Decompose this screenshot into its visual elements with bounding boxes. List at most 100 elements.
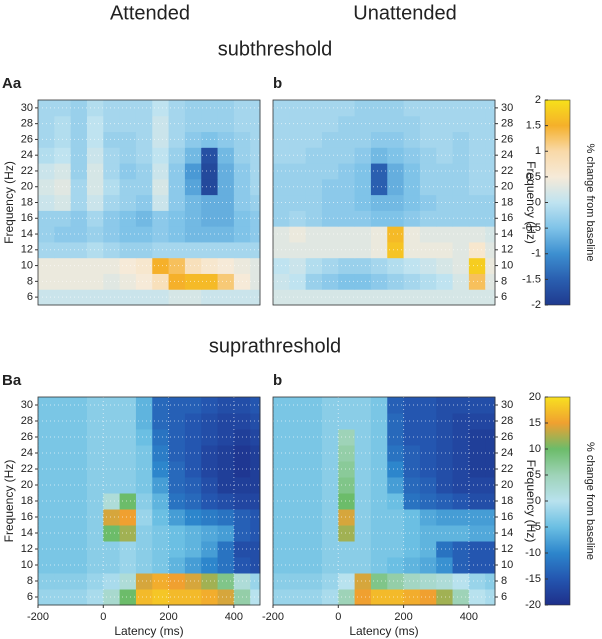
heatmap-cell	[217, 525, 235, 542]
heatmap-cell	[305, 115, 323, 133]
heatmap-cell	[168, 397, 186, 414]
colorbar-tick-label: -1.5	[522, 273, 541, 285]
heatmap-cell	[338, 147, 356, 164]
heatmap-cell	[370, 445, 388, 462]
heatmap-cell	[338, 241, 356, 259]
heatmap-cell	[70, 509, 88, 526]
y-axis-label: Frequency (Hz)	[524, 460, 538, 543]
heatmap-cell	[436, 509, 454, 526]
heatmap-cell	[305, 541, 323, 558]
heatmap-cell	[485, 413, 496, 430]
heatmap-cell	[184, 131, 202, 148]
heatmap-cell	[135, 461, 153, 478]
heatmap-cell	[217, 573, 235, 590]
heatmap-cell	[86, 445, 104, 462]
heatmap-cell	[403, 115, 421, 133]
heatmap-cell	[250, 178, 261, 196]
heatmap-cell	[305, 100, 323, 117]
heatmap-cell	[201, 461, 219, 478]
heatmap-cell	[387, 131, 405, 148]
heatmap-cell	[338, 226, 356, 243]
heatmap-cell	[387, 178, 405, 196]
heatmap-cell	[305, 241, 323, 259]
heatmap-cell	[135, 589, 153, 606]
heatmap-cell	[387, 147, 405, 164]
heatmap-cell	[168, 178, 186, 196]
heatmap-cell	[321, 509, 339, 526]
heatmap-cell	[103, 210, 121, 227]
heatmap-cell	[201, 210, 219, 227]
heatmap-cell	[168, 573, 186, 590]
heatmap-cell	[70, 541, 88, 558]
heatmap-cell	[370, 131, 388, 148]
heatmap-cell	[135, 163, 153, 180]
heatmap-cell	[217, 557, 235, 574]
heatmap-cell	[184, 445, 202, 462]
heatmap-cell	[86, 163, 104, 180]
heatmap-cell	[135, 194, 153, 211]
heatmap-cell	[184, 525, 202, 542]
heatmap-cell	[305, 210, 323, 227]
heatmap-cell	[217, 147, 235, 164]
heatmap-cell	[201, 226, 219, 243]
heatmap-cell	[370, 163, 388, 180]
heatmap-cell	[217, 541, 235, 558]
heatmap-cell	[250, 241, 261, 259]
plot-frame	[272, 99, 496, 306]
heatmap-cell	[103, 461, 121, 478]
heatmap-cell	[201, 115, 219, 133]
heatmap-cell	[354, 493, 372, 510]
colorbar-tick-label: 20	[529, 391, 541, 403]
y-tick-label: 10	[21, 259, 33, 271]
heatmap-cell	[86, 226, 104, 243]
heatmap-cell	[485, 397, 496, 414]
heatmap-cell	[485, 194, 496, 211]
heatmap-cell	[86, 289, 104, 306]
y-tick-label: 30	[501, 399, 513, 411]
plot-frame	[37, 396, 261, 606]
heatmap-cell	[86, 413, 104, 430]
heatmap-cell	[201, 445, 219, 462]
heatmap-cell	[370, 509, 388, 526]
y-tick-label: 24	[501, 149, 513, 161]
heatmap-cell	[103, 477, 121, 494]
heatmap-cell	[354, 557, 372, 574]
heatmap-cell	[387, 397, 405, 414]
heatmap-cell	[184, 241, 202, 259]
heatmap-cell	[152, 178, 170, 196]
heatmap-cell	[387, 509, 405, 526]
heatmap-cell	[201, 241, 219, 259]
heatmap-cell	[452, 445, 470, 462]
heatmap-cell	[452, 413, 470, 430]
heatmap-cell	[135, 525, 153, 542]
heatmap-cell	[321, 573, 339, 590]
heatmap-cell	[338, 541, 356, 558]
heatmap-cell	[419, 477, 437, 494]
heatmap-cell	[250, 210, 261, 227]
heatmap-cell	[370, 241, 388, 259]
heatmap-cell	[217, 509, 235, 526]
heatmap-cell	[86, 397, 104, 414]
heatmap-cell	[250, 429, 261, 446]
heatmap-cell	[250, 397, 261, 414]
heatmap-cell	[103, 289, 121, 306]
heatmap-cell	[370, 115, 388, 133]
heatmap-cell	[419, 589, 437, 606]
heatmap-cell	[419, 461, 437, 478]
heatmap-cell	[103, 100, 121, 117]
heatmap-cell	[403, 273, 421, 290]
heatmap-cell	[403, 573, 421, 590]
panel-label: Aa	[2, 75, 22, 92]
heatmap-cell	[485, 429, 496, 446]
heatmap-cell	[354, 573, 372, 590]
heatmap-cell	[70, 178, 88, 196]
heatmap-cell	[387, 289, 405, 306]
heatmap-cell	[370, 147, 388, 164]
heatmap-cell	[419, 557, 437, 574]
heatmap-cell	[452, 541, 470, 558]
y-tick-label: 28	[21, 415, 33, 427]
heatmap-cell	[485, 573, 496, 590]
heatmap-cell	[436, 194, 454, 211]
heatmap-cell	[86, 429, 104, 446]
heatmap-cell	[338, 194, 356, 211]
